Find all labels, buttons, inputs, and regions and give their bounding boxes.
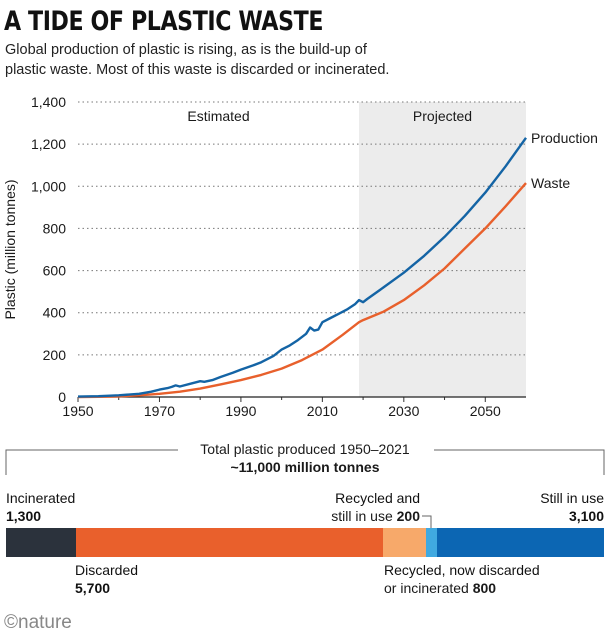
recycled-still-value: 200 xyxy=(396,508,420,524)
chart-title: A TIDE OF PLASTIC WASTE xyxy=(4,6,324,37)
stacked-bar xyxy=(6,528,604,557)
y-tick-label: 600 xyxy=(43,263,67,279)
y-axis-ticks: 0 200 400 600 800 1,000 1,200 1,400 xyxy=(31,94,66,405)
production-label: Production xyxy=(531,130,598,146)
total-bracket xyxy=(5,449,605,475)
recycled-now-label-2: or incinerated xyxy=(384,580,469,596)
y-tick-label: 0 xyxy=(58,389,66,405)
total-title: Total plastic produced 1950–2021 xyxy=(200,441,410,457)
waste-line xyxy=(77,182,527,399)
y-axis-label: Plastic (million tonnes) xyxy=(2,179,18,319)
y-tick-label: 1,400 xyxy=(31,94,66,110)
discarded-label: Discarded xyxy=(75,562,139,578)
projected-label: Projected xyxy=(413,108,472,124)
still-in-use-segment xyxy=(436,528,604,557)
line-chart: 0 200 400 600 800 1,000 1,200 1,400 1950 1970 199… xyxy=(2,94,598,419)
subtitle-line-1: Global production of plastic is rising, … xyxy=(5,42,367,58)
recycled-now-discarded-segment xyxy=(383,528,427,557)
recycled-still-label-2-row: still in use 200 xyxy=(331,508,420,524)
x-tick-label: 1990 xyxy=(225,403,256,419)
region-labels: Estimated Projected xyxy=(187,108,472,124)
recycled-still-leader xyxy=(422,515,432,528)
x-tick-label: 1950 xyxy=(62,403,93,419)
y-tick-label: 1,000 xyxy=(31,178,66,194)
y-tick-label: 1,200 xyxy=(31,136,66,152)
estimated-label: Estimated xyxy=(187,108,249,124)
recycled-still-in-use-segment xyxy=(426,528,437,557)
recycled-still-label-1: Recycled and xyxy=(335,490,420,506)
incinerated-label: Incinerated xyxy=(6,490,76,506)
total-value: ~11,000 million tonnes xyxy=(230,459,380,475)
subtitle-line-2: plastic waste. Most of this waste is dis… xyxy=(5,62,390,78)
y-tick-label: 200 xyxy=(43,347,67,363)
x-tick-label: 2030 xyxy=(388,403,419,419)
x-tick-label: 2010 xyxy=(307,403,338,419)
x-axis-ticks: 1950 1970 1990 2010 2030 2050 xyxy=(62,397,501,419)
y-tick-label: 400 xyxy=(43,305,67,321)
series-lines xyxy=(77,137,527,399)
discarded-segment xyxy=(76,528,384,557)
nature-logo: ©nature xyxy=(4,612,72,633)
y-tick-label: 800 xyxy=(43,220,67,236)
recycled-now-label-2-row: or incinerated 800 xyxy=(384,580,496,596)
still-in-use-value: 3,100 xyxy=(568,508,604,524)
bracket-line xyxy=(5,449,605,475)
discarded-value: 5,700 xyxy=(75,580,111,596)
production-line xyxy=(77,137,527,398)
x-tick-label: 2050 xyxy=(470,403,501,419)
waste-label: Waste xyxy=(531,175,570,191)
recycled-still-label-2: still in use xyxy=(331,508,393,524)
recycled-now-label-1: Recycled, now discarded xyxy=(384,562,540,578)
series-labels: Production Waste xyxy=(531,130,598,191)
recycled-now-value: 800 xyxy=(472,580,497,596)
incinerated-value: 1,300 xyxy=(6,508,42,524)
x-tick-label: 1970 xyxy=(144,403,175,419)
incinerated-segment xyxy=(6,528,77,557)
projected-region-shading xyxy=(359,102,526,397)
still-in-use-label: Still in use xyxy=(540,490,604,506)
